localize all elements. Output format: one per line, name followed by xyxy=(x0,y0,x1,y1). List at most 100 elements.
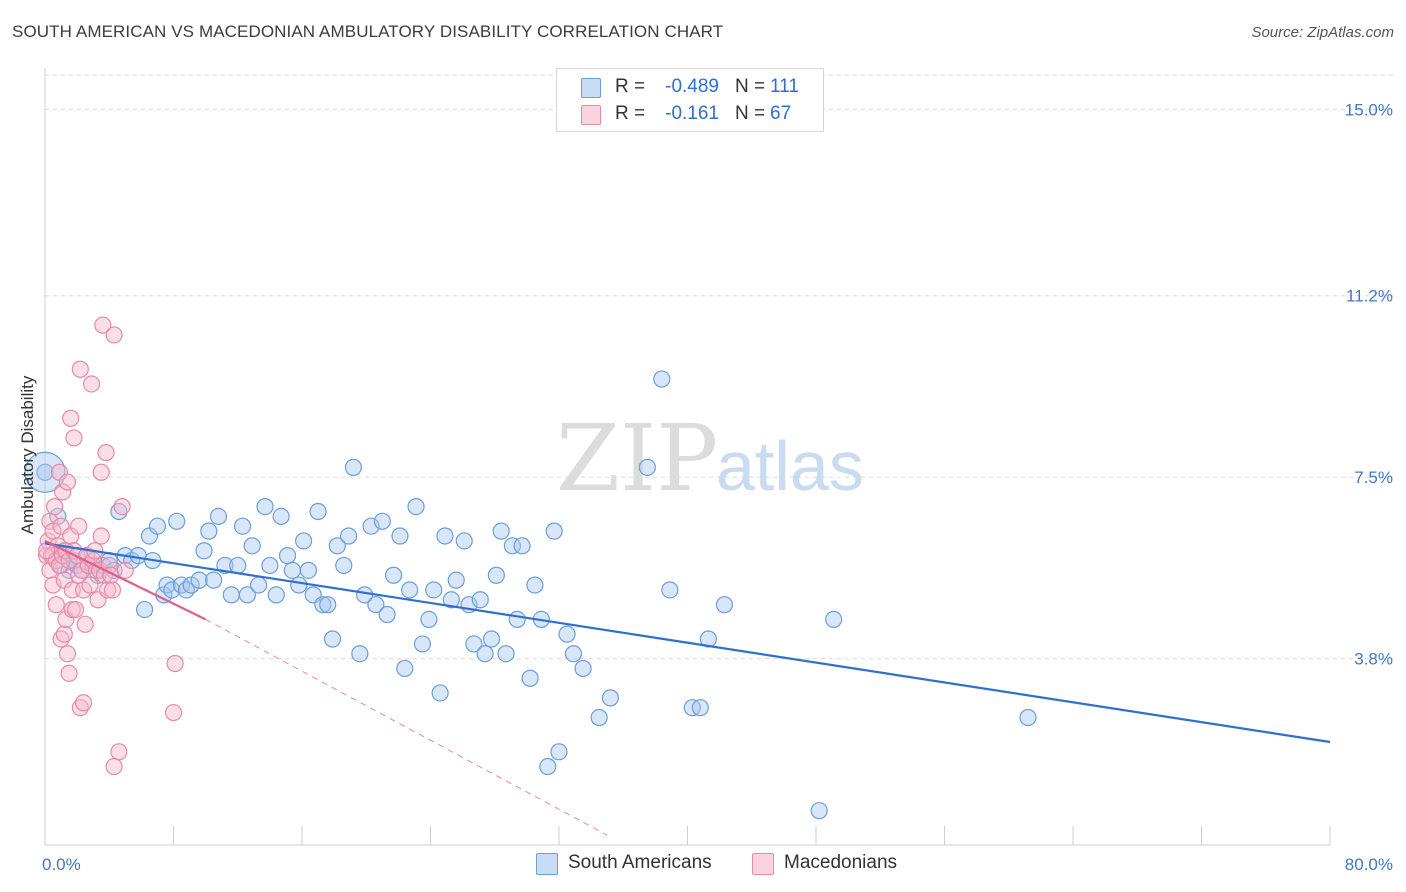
point-south-american xyxy=(256,497,274,516)
point-south-american xyxy=(60,561,78,579)
point-south-american xyxy=(526,576,544,594)
tick-labels: 3.8% 7.5% 11.2% 15.0% 0.0% 80.0% xyxy=(42,100,1393,874)
y-tick-label: 11.2% xyxy=(1346,287,1393,306)
point-south-american xyxy=(163,581,181,599)
point-south-american xyxy=(564,645,583,663)
point-south-american xyxy=(309,502,327,521)
point-macedonian xyxy=(66,600,85,619)
point-south-american xyxy=(471,591,489,609)
point-south-american xyxy=(129,547,147,565)
point-south-american xyxy=(558,625,576,643)
y-tick-label: 3.8% xyxy=(1354,650,1393,669)
point-south-american xyxy=(344,458,362,476)
legend-swatch-south-americans xyxy=(581,78,601,98)
point-south-american xyxy=(590,708,608,727)
point-macedonian xyxy=(54,483,72,501)
point-south-american xyxy=(465,635,483,653)
series-legend: South Americans Macedonians xyxy=(0,852,1406,878)
point-south-american xyxy=(653,370,671,388)
y-axis-label: Ambulatory Disability xyxy=(18,375,37,534)
point-macedonian xyxy=(65,429,83,447)
series-south-americans xyxy=(24,370,1037,820)
point-south-american xyxy=(545,522,563,540)
point-south-american xyxy=(233,517,252,535)
point-macedonian xyxy=(70,517,88,535)
point-south-american xyxy=(513,537,531,555)
point-south-american xyxy=(205,571,223,589)
point-macedonian xyxy=(116,561,134,579)
legend-row-south-americans: R = -0.489 N = 111 xyxy=(557,74,823,100)
legend-swatch-macedonians xyxy=(752,853,774,875)
point-south-american xyxy=(172,576,191,594)
point-macedonian xyxy=(82,375,101,393)
point-south-american xyxy=(148,517,167,535)
point-south-american xyxy=(290,576,308,594)
y-tick-label: 15.0% xyxy=(1345,100,1393,119)
point-macedonian xyxy=(62,409,80,427)
point-south-american xyxy=(378,605,396,624)
point-south-american xyxy=(261,556,279,575)
point-south-american xyxy=(295,532,313,550)
point-south-american xyxy=(715,596,734,614)
point-south-american xyxy=(407,497,425,516)
point-south-american xyxy=(810,802,828,820)
point-macedonian xyxy=(58,473,77,491)
point-south-american xyxy=(574,659,592,678)
point-south-american xyxy=(638,458,656,476)
point-south-american xyxy=(487,566,505,584)
axes xyxy=(44,68,1331,846)
point-macedonian xyxy=(55,625,73,643)
point-macedonian xyxy=(58,645,77,663)
point-macedonian xyxy=(113,497,131,516)
point-south-american xyxy=(476,645,494,663)
point-south-american xyxy=(323,630,342,648)
point-south-american xyxy=(314,596,332,614)
point-macedonian xyxy=(92,527,110,545)
point-macedonian xyxy=(60,664,78,682)
trend-line-south-americans xyxy=(44,542,1331,744)
point-south-american xyxy=(339,527,358,545)
point-south-american xyxy=(442,591,460,609)
point-south-american xyxy=(110,502,128,521)
point-south-american xyxy=(447,571,465,589)
point-south-american xyxy=(521,669,539,687)
watermark: ZIP atlas xyxy=(556,405,864,512)
point-south-american xyxy=(182,576,200,594)
source-label: Source: ZipAtlas.com xyxy=(1251,24,1394,41)
x-tick-label: 0.0% xyxy=(42,855,81,874)
chart-title: SOUTH AMERICAN VS MACEDONIAN AMBULATORY … xyxy=(12,22,724,41)
point-south-american xyxy=(200,522,218,540)
grid-lines xyxy=(45,74,1395,660)
point-macedonian xyxy=(71,360,89,378)
watermark-zip: ZIP xyxy=(556,405,718,512)
legend-n-value: 67 xyxy=(770,103,792,124)
point-south-american xyxy=(272,507,290,526)
point-macedonian xyxy=(74,694,93,712)
point-macedonian xyxy=(105,326,123,344)
legend-n-value: 111 xyxy=(770,76,799,97)
point-south-american xyxy=(401,581,419,599)
point-south-american xyxy=(420,610,438,628)
point-macedonian xyxy=(166,654,184,673)
point-south-american xyxy=(455,532,473,550)
point-south-american xyxy=(335,556,353,575)
point-south-american xyxy=(278,547,297,565)
point-south-american xyxy=(36,463,54,481)
point-south-american xyxy=(384,566,403,584)
point-macedonian xyxy=(76,615,94,633)
legend-n-label: N = xyxy=(735,76,766,97)
point-south-american xyxy=(168,512,186,530)
legend-swatch-south-americans xyxy=(536,853,558,875)
point-south-american xyxy=(539,757,557,776)
trend-line-macedonians xyxy=(44,539,207,621)
point-macedonian xyxy=(46,497,64,516)
point-south-american xyxy=(158,576,176,594)
legend-swatch-macedonians xyxy=(581,105,601,125)
point-south-american xyxy=(508,610,526,628)
point-south-american xyxy=(243,537,261,555)
point-south-american xyxy=(250,576,268,594)
legend-r-label: R = xyxy=(615,76,646,97)
legend-r-value: -0.161 xyxy=(665,103,719,124)
point-south-american xyxy=(328,537,346,555)
point-south-american xyxy=(362,517,380,535)
